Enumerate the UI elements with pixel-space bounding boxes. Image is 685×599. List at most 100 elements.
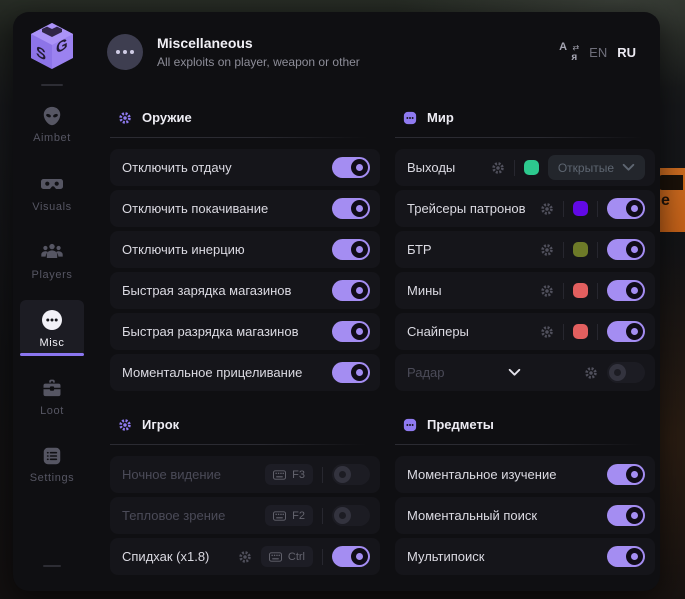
feature-label: Тепловое зрение <box>122 508 226 523</box>
toggle-switch[interactable] <box>332 464 370 485</box>
sidebar: S G Aimbet <box>13 12 91 591</box>
section: Игрок Ночное видение F3 Тепловое зрение F2 Сп… <box>110 409 380 575</box>
keybind-label: F3 <box>292 468 305 481</box>
toggle-switch[interactable] <box>607 239 645 260</box>
dots-square-icon <box>403 418 417 432</box>
sidebar-item-aimbot[interactable]: Aimbet <box>20 96 84 152</box>
sidebar-item-visuals[interactable]: Visuals <box>20 164 84 220</box>
page-header: Miscellaneous All exploits on player, we… <box>91 12 660 92</box>
feature-label: Трейсеры патронов <box>407 201 526 216</box>
section-divider <box>395 137 655 138</box>
keybind-label: F2 <box>292 509 305 522</box>
control-divider <box>597 241 598 258</box>
lang-en-button[interactable]: EN <box>589 44 608 60</box>
chevron-down-icon[interactable] <box>445 368 584 377</box>
dropdown-select[interactable]: Открытые <box>547 155 645 180</box>
content-column-right: Мир Выходы Открытые Трейсеры патронов БТР Мин… <box>395 102 655 593</box>
gear-icon[interactable] <box>584 366 598 380</box>
toggle-switch[interactable] <box>332 198 370 219</box>
color-swatch[interactable] <box>573 283 588 298</box>
keybind-label: Ctrl <box>287 550 305 563</box>
control-divider <box>513 159 515 176</box>
row-controls <box>540 239 645 260</box>
section-header: Игрок <box>110 409 380 432</box>
keybind-badge[interactable]: F3 <box>265 464 313 485</box>
feature-row: Мины <box>395 272 655 309</box>
svg-text:S: S <box>36 43 46 64</box>
gear-icon[interactable] <box>540 284 554 298</box>
sidebar-item-label: Settings <box>29 471 75 484</box>
toggle-switch[interactable] <box>607 198 645 219</box>
toggle-switch[interactable] <box>332 546 370 567</box>
row-controls <box>332 362 370 383</box>
toggle-switch[interactable] <box>332 362 370 383</box>
sidebar-item-players[interactable]: Players <box>20 232 84 288</box>
color-swatch[interactable] <box>573 201 588 216</box>
feature-label: Мультипоиск <box>407 549 485 564</box>
toggle-switch[interactable] <box>332 280 370 301</box>
feature-label: Моментальный поиск <box>407 508 538 523</box>
section-header: Оружие <box>110 102 380 125</box>
toggle-switch[interactable] <box>332 505 370 526</box>
color-swatch[interactable] <box>573 242 588 257</box>
feature-row: Тепловое зрение F2 <box>110 497 380 534</box>
feature-row: Радар <box>395 354 655 391</box>
section-header: Предметы <box>395 409 655 432</box>
row-controls <box>332 157 370 178</box>
translate-icon[interactable]: A ⇄ я <box>559 41 580 63</box>
feature-label: Выходы <box>407 160 456 175</box>
gear-icon[interactable] <box>540 325 554 339</box>
sign-letter: e <box>661 192 670 209</box>
feature-label: Радар <box>407 365 445 380</box>
section-header: Мир <box>395 102 655 125</box>
sidebar-item-settings[interactable]: Settings <box>20 436 84 492</box>
gear-icon[interactable] <box>491 161 505 175</box>
feature-row: Ночное видение F3 <box>110 456 380 493</box>
control-divider <box>322 507 323 524</box>
feature-label: Отключить инерцию <box>122 242 245 257</box>
row-controls <box>584 362 645 383</box>
row-controls <box>540 280 645 301</box>
content-area: Оружие Отключить отдачу Отключить покачива… <box>91 92 660 591</box>
sidebar-item-misc[interactable]: Misc <box>20 300 84 356</box>
cheat-menu-window: S G Aimbet <box>13 12 660 591</box>
toggle-switch[interactable] <box>332 321 370 342</box>
feature-label: Быстрая зарядка магазинов <box>122 283 292 298</box>
sidebar-item-label: Visuals <box>32 200 72 213</box>
color-swatch[interactable] <box>573 324 588 339</box>
keybind-badge[interactable]: F2 <box>265 505 313 526</box>
feature-row: Быстрая зарядка магазинов <box>110 272 380 309</box>
control-divider <box>563 241 564 258</box>
sidebar-item-loot[interactable]: Loot <box>20 368 84 424</box>
row-controls <box>540 321 645 342</box>
control-divider <box>563 200 564 217</box>
feature-row: Моментальное прицеливание <box>110 354 380 391</box>
section-title: Игрок <box>142 417 180 432</box>
toggle-switch[interactable] <box>607 546 645 567</box>
section: Оружие Отключить отдачу Отключить покачива… <box>110 102 380 391</box>
gear-icon[interactable] <box>540 243 554 257</box>
color-swatch[interactable] <box>523 160 539 175</box>
lang-ru-button[interactable]: RU <box>617 44 636 60</box>
toggle-switch[interactable] <box>607 362 645 383</box>
toggle-switch[interactable] <box>332 239 370 260</box>
alien-icon <box>41 105 63 127</box>
toggle-switch[interactable] <box>332 157 370 178</box>
feature-row: Отключить отдачу <box>110 149 380 186</box>
gear-icon[interactable] <box>540 202 554 216</box>
row-controls <box>332 321 370 342</box>
control-divider <box>597 282 598 299</box>
toggle-switch[interactable] <box>607 464 645 485</box>
sidebar-item-label: Players <box>31 268 73 281</box>
gear-icon[interactable] <box>238 550 252 564</box>
background-sign: e <box>656 168 685 232</box>
row-controls: Открытые <box>491 155 645 180</box>
section: Мир Выходы Открытые Трейсеры патронов БТР Мин… <box>395 102 655 391</box>
toggle-switch[interactable] <box>607 321 645 342</box>
sidebar-item-label: Loot <box>40 404 64 417</box>
row-controls <box>607 464 645 485</box>
toggle-switch[interactable] <box>607 505 645 526</box>
keybind-badge[interactable]: Ctrl <box>260 546 313 567</box>
toggle-switch[interactable] <box>607 280 645 301</box>
list-icon <box>41 445 63 467</box>
